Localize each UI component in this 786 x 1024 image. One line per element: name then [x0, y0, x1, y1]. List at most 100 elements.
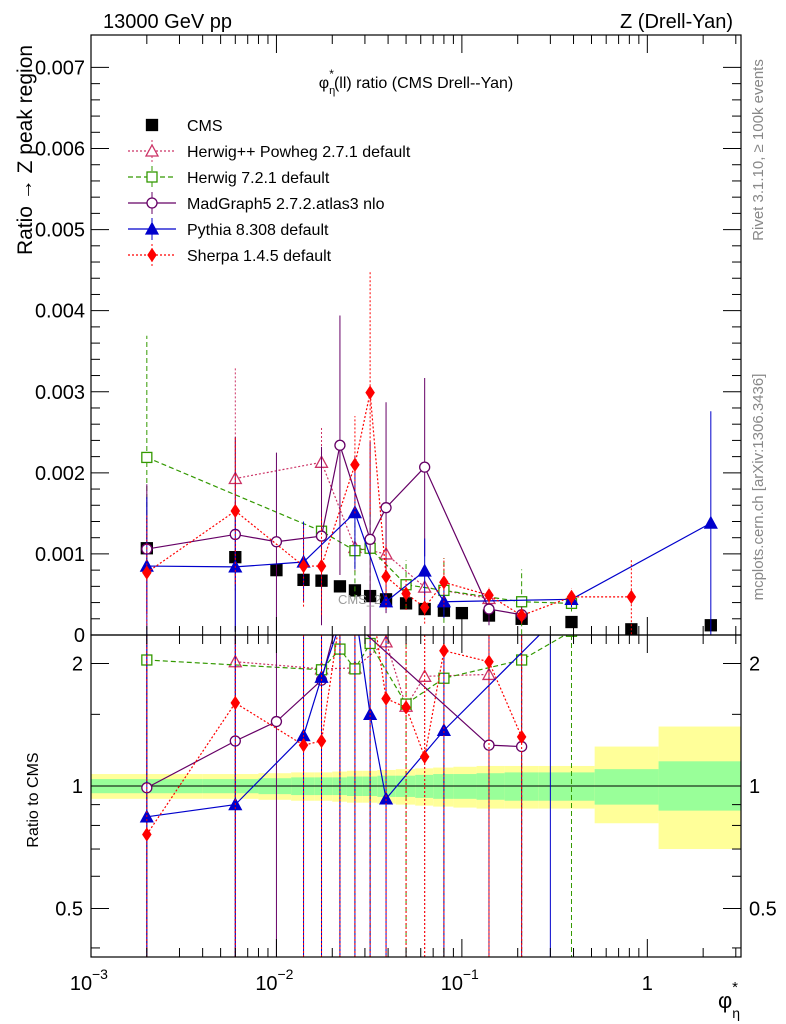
main-point-3-8	[483, 603, 495, 615]
ratio-axes: 0.5 0.51 12 210 −3 10 −2 10 −1 1	[55, 634, 777, 995]
ratio-point-4-10	[439, 643, 449, 658]
main-ylabel: Ratio → Z peak region	[14, 45, 37, 255]
main-point-2-6	[515, 596, 528, 608]
ratio-ytick-label-1: 1	[72, 776, 83, 798]
main-ytick-label-7: 0.007	[35, 57, 85, 79]
main-title-base: φ	[319, 75, 329, 92]
rivet-label: Rivet 3.1.10, ≥ 100k events	[750, 59, 767, 241]
legend-marker-3	[146, 197, 158, 209]
ratio-point-4-7	[381, 691, 391, 706]
main-point-3-4	[334, 439, 346, 451]
main-clipped-group	[139, 270, 718, 635]
main-panel: CMS_2 0 0.001 0.002 0.003 0.004 0.005 0.006 0.0…	[35, 34, 742, 647]
header-right: Z (Drell-Yan)	[620, 11, 733, 33]
ratio-ytick-label-0: 0.5	[55, 898, 83, 920]
x-tick-exponent-1: −2	[277, 966, 293, 982]
legend-marker-4	[144, 221, 160, 235]
main-point-0-12	[455, 606, 469, 620]
ratio-frame	[90, 634, 742, 958]
ratio-point-4-2	[298, 737, 309, 753]
ratio-line-0	[235, 640, 489, 708]
main-point-3-7	[419, 461, 431, 473]
main-point-5-10	[484, 588, 494, 603]
main-point-2-0	[141, 451, 153, 464]
legend-marker-1	[144, 143, 160, 157]
legend-label-2: Herwig 7.2.1 default	[187, 170, 330, 187]
x-axis-label-sub: η	[732, 1005, 740, 1021]
ratio-line-3	[146, 635, 541, 818]
x-tick-exponent-2: −1	[463, 966, 479, 982]
ratio-point-4-8	[401, 700, 411, 715]
ratio-panel: 0.5 0.51 12 210 −3 10 −2 10 −1 1	[55, 611, 777, 995]
main-line-1	[235, 461, 490, 600]
ratio-ytick-label-right-1: 1	[749, 776, 760, 798]
ratio-band-inner-16	[594, 769, 659, 805]
main-series-1	[228, 366, 497, 605]
main-ytick-label-0: 0	[74, 625, 85, 647]
main-title: φη *(ll) ratio (CMS Drell--Yan)	[319, 67, 513, 97]
main-point-3-2	[270, 536, 283, 548]
main-series-4	[139, 411, 718, 635]
ratio-point-3-6	[363, 706, 378, 720]
main-point-5-11	[516, 608, 527, 623]
main-line-2	[146, 456, 572, 604]
x-tick-label-1: 10	[255, 973, 277, 995]
x-axis-label: φη *	[718, 979, 740, 1021]
legend-label-1: Herwig++ Powheg 2.7.1 default	[187, 144, 411, 161]
main-title-sub: η	[329, 85, 335, 97]
ratio-data-layer	[91, 611, 741, 957]
mcplots-label: mcplots.cern.ch [arXiv:1306.3436]	[750, 374, 767, 601]
main-point-5-3	[316, 558, 327, 574]
main-point-5-12	[566, 589, 577, 605]
ratio-point-4-0	[142, 827, 152, 842]
main-point-5-1	[230, 503, 241, 519]
main-ytick-label-1: 0.001	[35, 544, 85, 566]
ratio-point-4-11	[484, 654, 494, 669]
main-point-0-15	[565, 615, 578, 629]
main-point-5-9	[439, 575, 449, 590]
main-data-layer	[139, 270, 718, 635]
main-title-sup: *	[329, 67, 334, 81]
ratio-band-inner-15	[538, 772, 595, 801]
header-left: 13000 GeV pp	[103, 11, 232, 33]
main-point-5-5	[365, 385, 375, 400]
main-watermark-text: CMS_2	[338, 592, 381, 607]
legend-label-0: CMS	[187, 118, 223, 135]
legend-marker-5	[147, 247, 157, 263]
main-point-4-8	[703, 515, 718, 529]
legend: CMS Herwig++ Powheg 2.7.1 default Herwig 7…	[128, 118, 411, 266]
legend-label-5: Sherpa 1.4.5 default	[187, 248, 332, 265]
x-axis-label-sup: *	[732, 979, 738, 996]
main-point-4-5	[417, 563, 432, 577]
legend-label-4: Pythia 8.308 default	[187, 222, 329, 239]
main-point-5-7	[401, 586, 411, 601]
ratio-point-1-8	[565, 635, 578, 637]
main-point-3-6	[380, 502, 392, 514]
main-title-rest: (ll) ratio (CMS Drell--Yan)	[334, 75, 513, 92]
x-tick-label-3: 1	[642, 973, 653, 995]
x-tick-exponent-0: −3	[92, 966, 108, 982]
ratio-point-2-2	[270, 715, 283, 728]
legend-label-3: MadGraph5 2.7.2.atlas3 nlo	[187, 196, 385, 213]
ratio-ytick-label-right-2: 2	[749, 654, 760, 676]
main-ytick-label-6: 0.006	[35, 139, 85, 161]
main-ytick-label-2: 0.002	[35, 463, 85, 485]
main-point-5-13	[626, 589, 637, 605]
main-point-4-4	[378, 594, 394, 608]
ratio-point-4-4	[336, 611, 344, 623]
main-axes: 0 0.001 0.002 0.003 0.004 0.005 0.006 0.007	[35, 34, 742, 647]
main-point-5-6	[381, 569, 391, 584]
main-point-5-2	[298, 558, 309, 574]
ratio-ylabel: Ratio to CMS	[25, 752, 42, 847]
x-tick-label-0: 10	[70, 973, 92, 995]
ratio-clipped-group	[91, 611, 741, 957]
ratio-point-4-3	[316, 733, 327, 749]
legend-marker-2	[146, 171, 158, 183]
ratio-point-4-12	[516, 729, 527, 745]
x-tick-label-2: 10	[441, 973, 463, 995]
main-point-3-3	[315, 530, 328, 542]
ratio-ytick-label-right-0: 0.5	[749, 898, 777, 920]
main-point-5-4	[350, 457, 360, 472]
main-ytick-label-4: 0.004	[35, 301, 85, 323]
main-point-5-0	[142, 565, 152, 580]
